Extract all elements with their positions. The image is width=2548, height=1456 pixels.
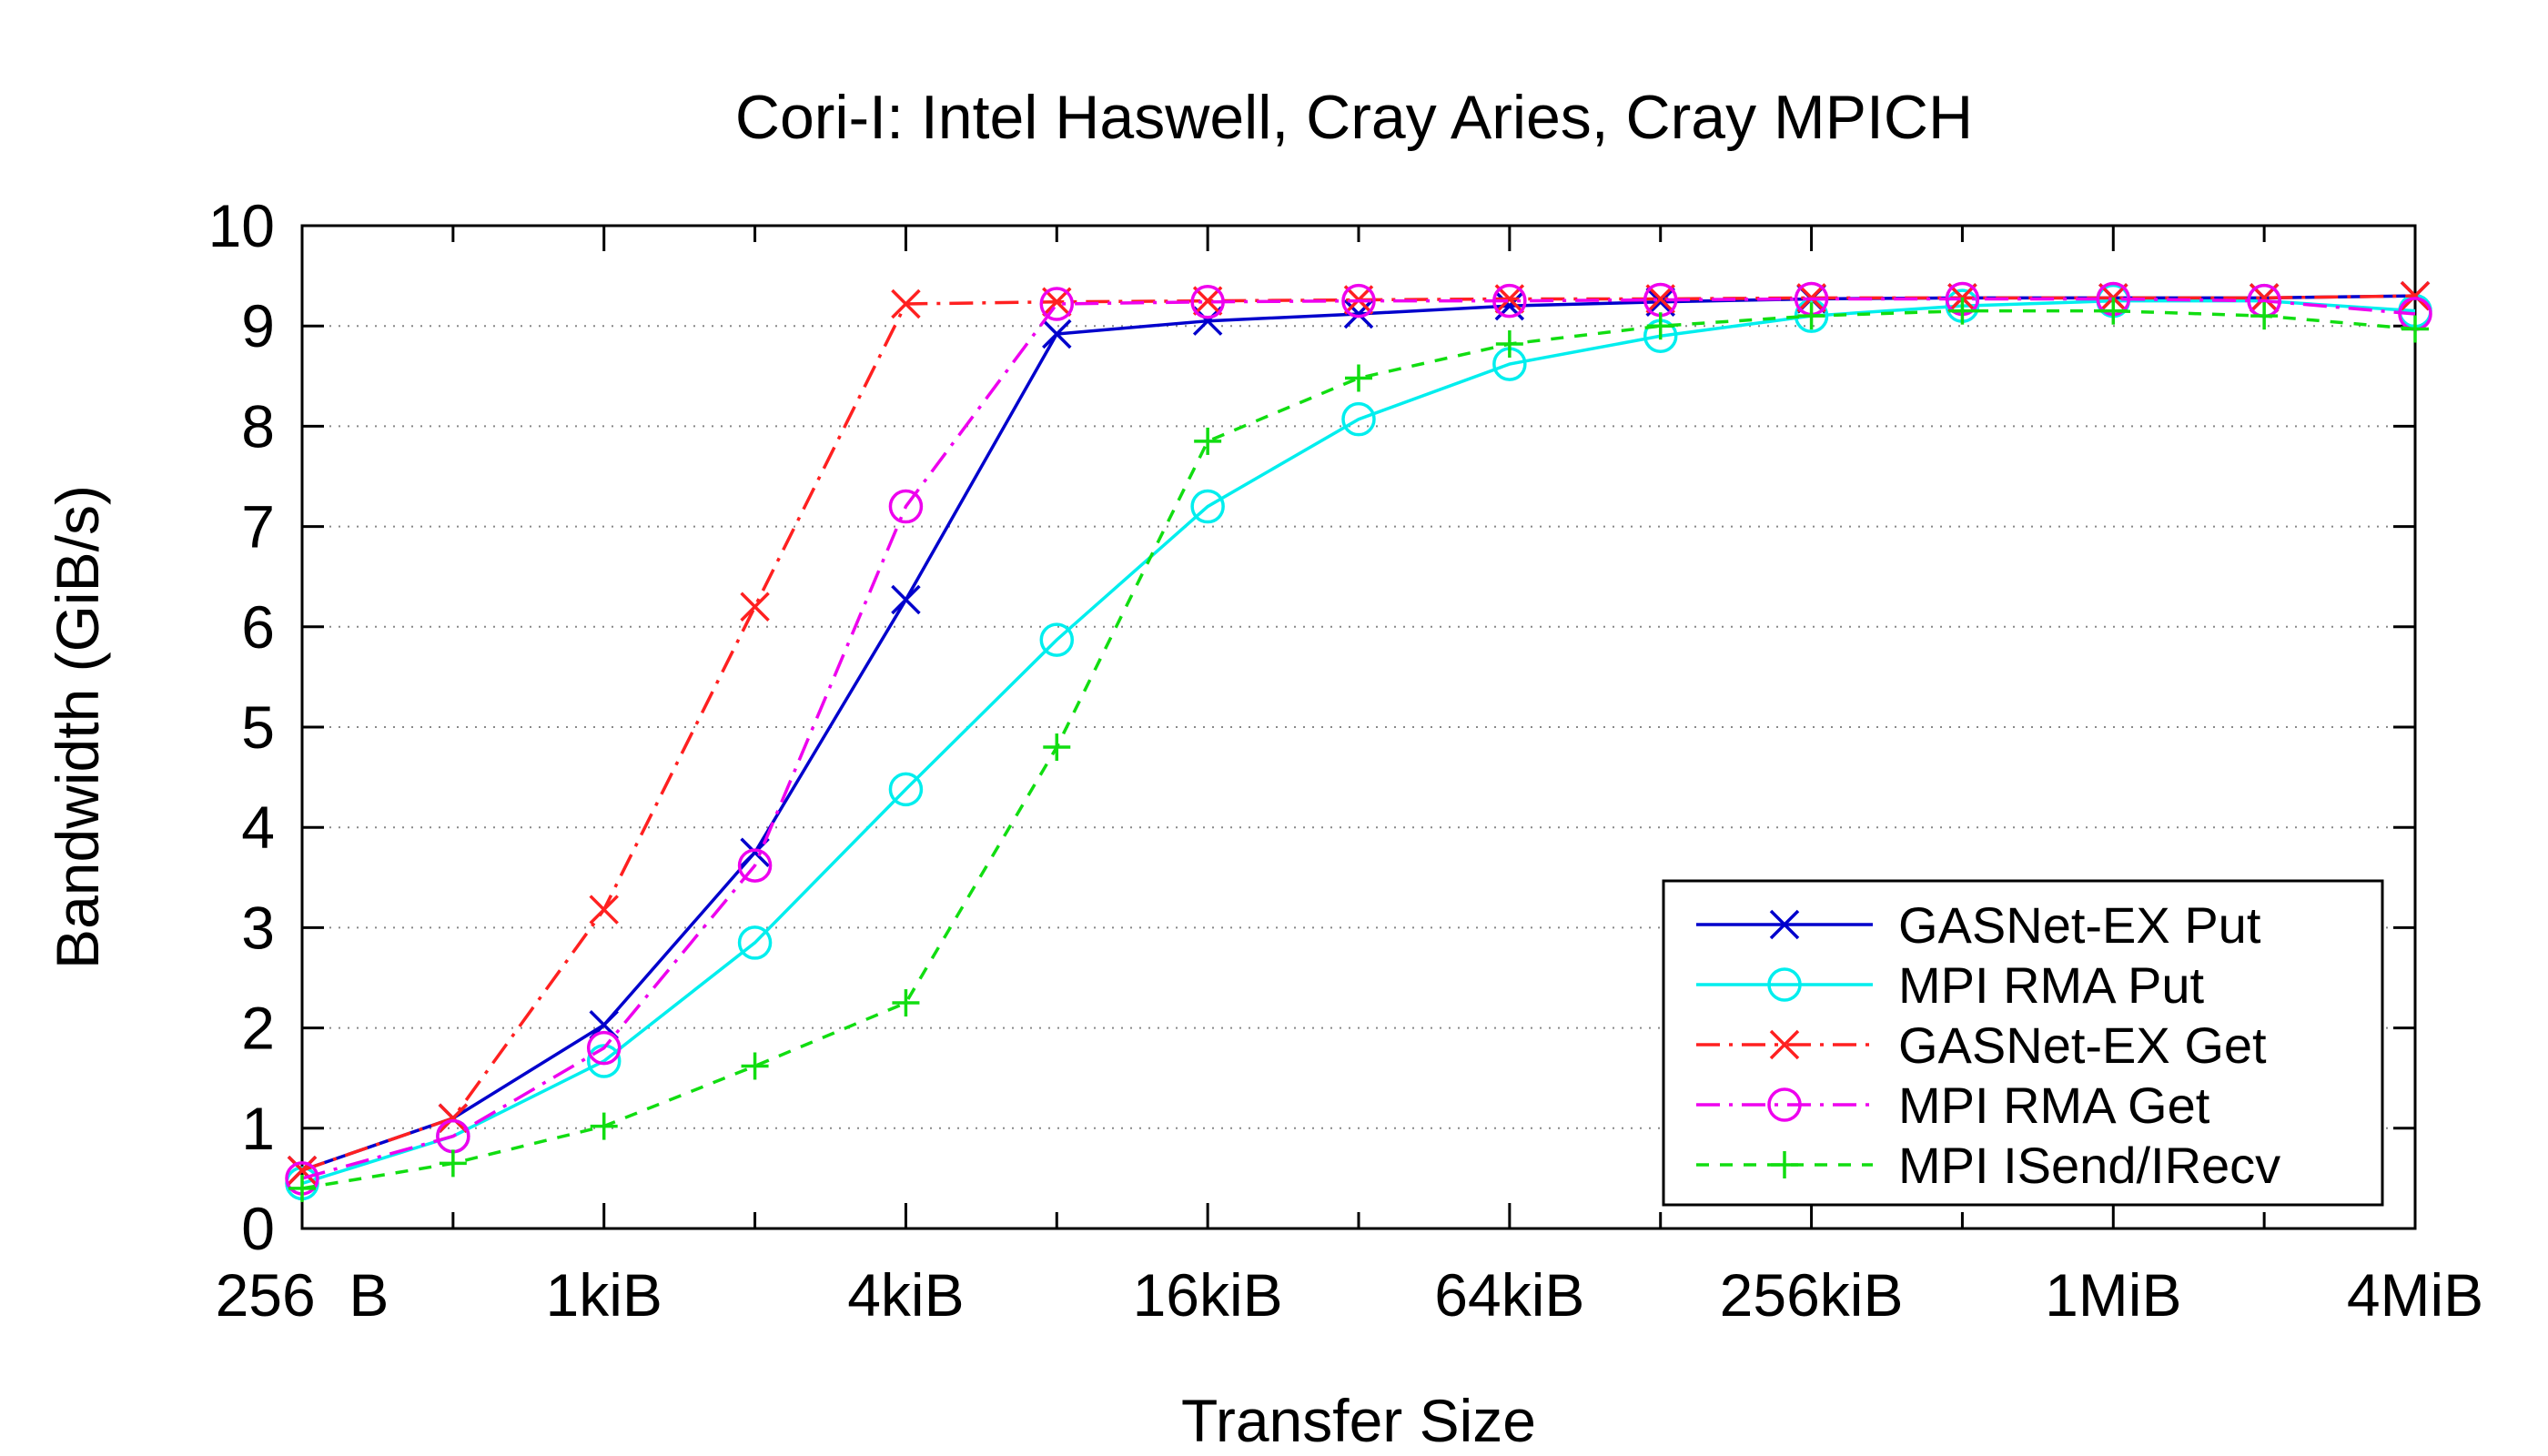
legend-item: GASNet-EX Get xyxy=(1696,1016,2267,1074)
y-tick-label: 5 xyxy=(241,693,275,761)
legend-label: MPI ISend/IRecv xyxy=(1898,1137,2280,1194)
x-tick-label: 4MiB xyxy=(2347,1261,2483,1329)
circle-marker xyxy=(1039,287,1075,321)
y-tick-label: 6 xyxy=(241,593,275,661)
y-tick-label: 4 xyxy=(241,794,275,861)
x-tick-label: 1kiB xyxy=(546,1261,662,1329)
plus-marker xyxy=(1797,302,1825,330)
axis-ticks: 0 1 2 3 4 5 6 7 8 9 10 256 B 1kiB 4kiB 16kiB 64kiB 256ki… xyxy=(208,192,2484,1329)
legend-label: GASNet-EX Get xyxy=(1898,1016,2267,1074)
series-line xyxy=(301,297,2416,1180)
plus-marker xyxy=(2401,315,2429,343)
plus-marker xyxy=(1345,364,1372,392)
x-marker xyxy=(1192,286,1223,316)
legend-label: GASNet-EX Put xyxy=(1898,896,2261,954)
circle-marker xyxy=(1039,622,1075,657)
circle-marker xyxy=(1190,489,1225,524)
y-tick-label: 0 xyxy=(241,1195,275,1262)
x-axis-label: Transfer Size xyxy=(1181,1387,1536,1454)
circle-marker xyxy=(888,772,924,807)
x-marker xyxy=(740,592,770,622)
legend-item: MPI RMA Get xyxy=(1696,1077,2210,1134)
plus-marker xyxy=(1194,427,1222,455)
y-tick-label: 7 xyxy=(241,493,275,561)
plus-marker xyxy=(1771,1151,1798,1178)
plus-marker xyxy=(590,1112,618,1140)
plus-marker xyxy=(892,989,920,1017)
legend-item: GASNet-EX Put xyxy=(1696,896,2261,954)
plus-marker xyxy=(1646,312,1674,340)
chart-title: Cori-I: Intel Haswell, Cray Aries, Cray … xyxy=(735,83,1973,152)
circle-marker xyxy=(737,848,773,883)
circle-marker xyxy=(1190,285,1225,319)
x-tick-label: 16kiB xyxy=(1133,1261,1283,1329)
x-marker xyxy=(438,1103,469,1134)
x-tick-label: 1MiB xyxy=(2045,1261,2181,1329)
plus-marker xyxy=(1948,297,1977,325)
plus-marker xyxy=(2250,302,2279,330)
gridlines xyxy=(302,325,2415,1129)
x-tick-label: 256 B xyxy=(216,1261,389,1329)
circle-marker xyxy=(888,489,924,524)
y-axis-label: Bandwidth (GiB/s) xyxy=(44,485,111,969)
x-marker xyxy=(589,895,619,925)
y-tick-label: 3 xyxy=(241,894,275,961)
plus-marker xyxy=(741,1052,769,1080)
series-mpi-isend-irecv xyxy=(288,297,2429,1202)
plus-marker xyxy=(439,1149,467,1178)
legend-label: MPI RMA Get xyxy=(1898,1077,2210,1134)
circle-marker xyxy=(1341,283,1376,318)
plus-marker xyxy=(2099,297,2128,325)
legend-label: MPI RMA Put xyxy=(1898,956,2205,1014)
x-tick-label: 64kiB xyxy=(1434,1261,1584,1329)
x-marker xyxy=(1769,1029,1800,1060)
x-tick-label: 4kiB xyxy=(847,1261,964,1329)
y-tick-label: 10 xyxy=(208,192,275,259)
series-line xyxy=(301,298,2416,1186)
plus-marker xyxy=(1495,330,1523,359)
x-marker xyxy=(1042,318,1072,349)
plus-marker xyxy=(288,1174,316,1202)
legend-item: MPI ISend/IRecv xyxy=(1696,1137,2280,1194)
series-line xyxy=(301,294,2416,1172)
plus-marker xyxy=(1043,733,1071,762)
circle-marker xyxy=(1767,1087,1802,1122)
x-marker xyxy=(1769,909,1800,940)
y-tick-label: 9 xyxy=(241,292,275,359)
x-marker xyxy=(287,1155,318,1186)
legend-item: MPI RMA Put xyxy=(1696,956,2205,1014)
x-marker xyxy=(891,584,921,615)
circle-marker xyxy=(1767,967,1802,1002)
series-layer xyxy=(285,280,2432,1202)
x-marker xyxy=(1343,298,1374,329)
circle-marker xyxy=(737,925,773,960)
circle-marker xyxy=(1492,283,1527,318)
y-tick-label: 2 xyxy=(241,995,275,1062)
x-marker xyxy=(1645,284,1675,314)
y-tick-label: 8 xyxy=(241,392,275,460)
x-marker xyxy=(891,288,921,319)
y-tick-label: 1 xyxy=(241,1095,275,1162)
circle-marker xyxy=(586,1030,622,1066)
x-tick-label: 256kiB xyxy=(1720,1261,1904,1329)
series-line xyxy=(301,308,2416,1190)
circle-marker xyxy=(1341,401,1376,437)
x-marker xyxy=(2400,280,2431,311)
